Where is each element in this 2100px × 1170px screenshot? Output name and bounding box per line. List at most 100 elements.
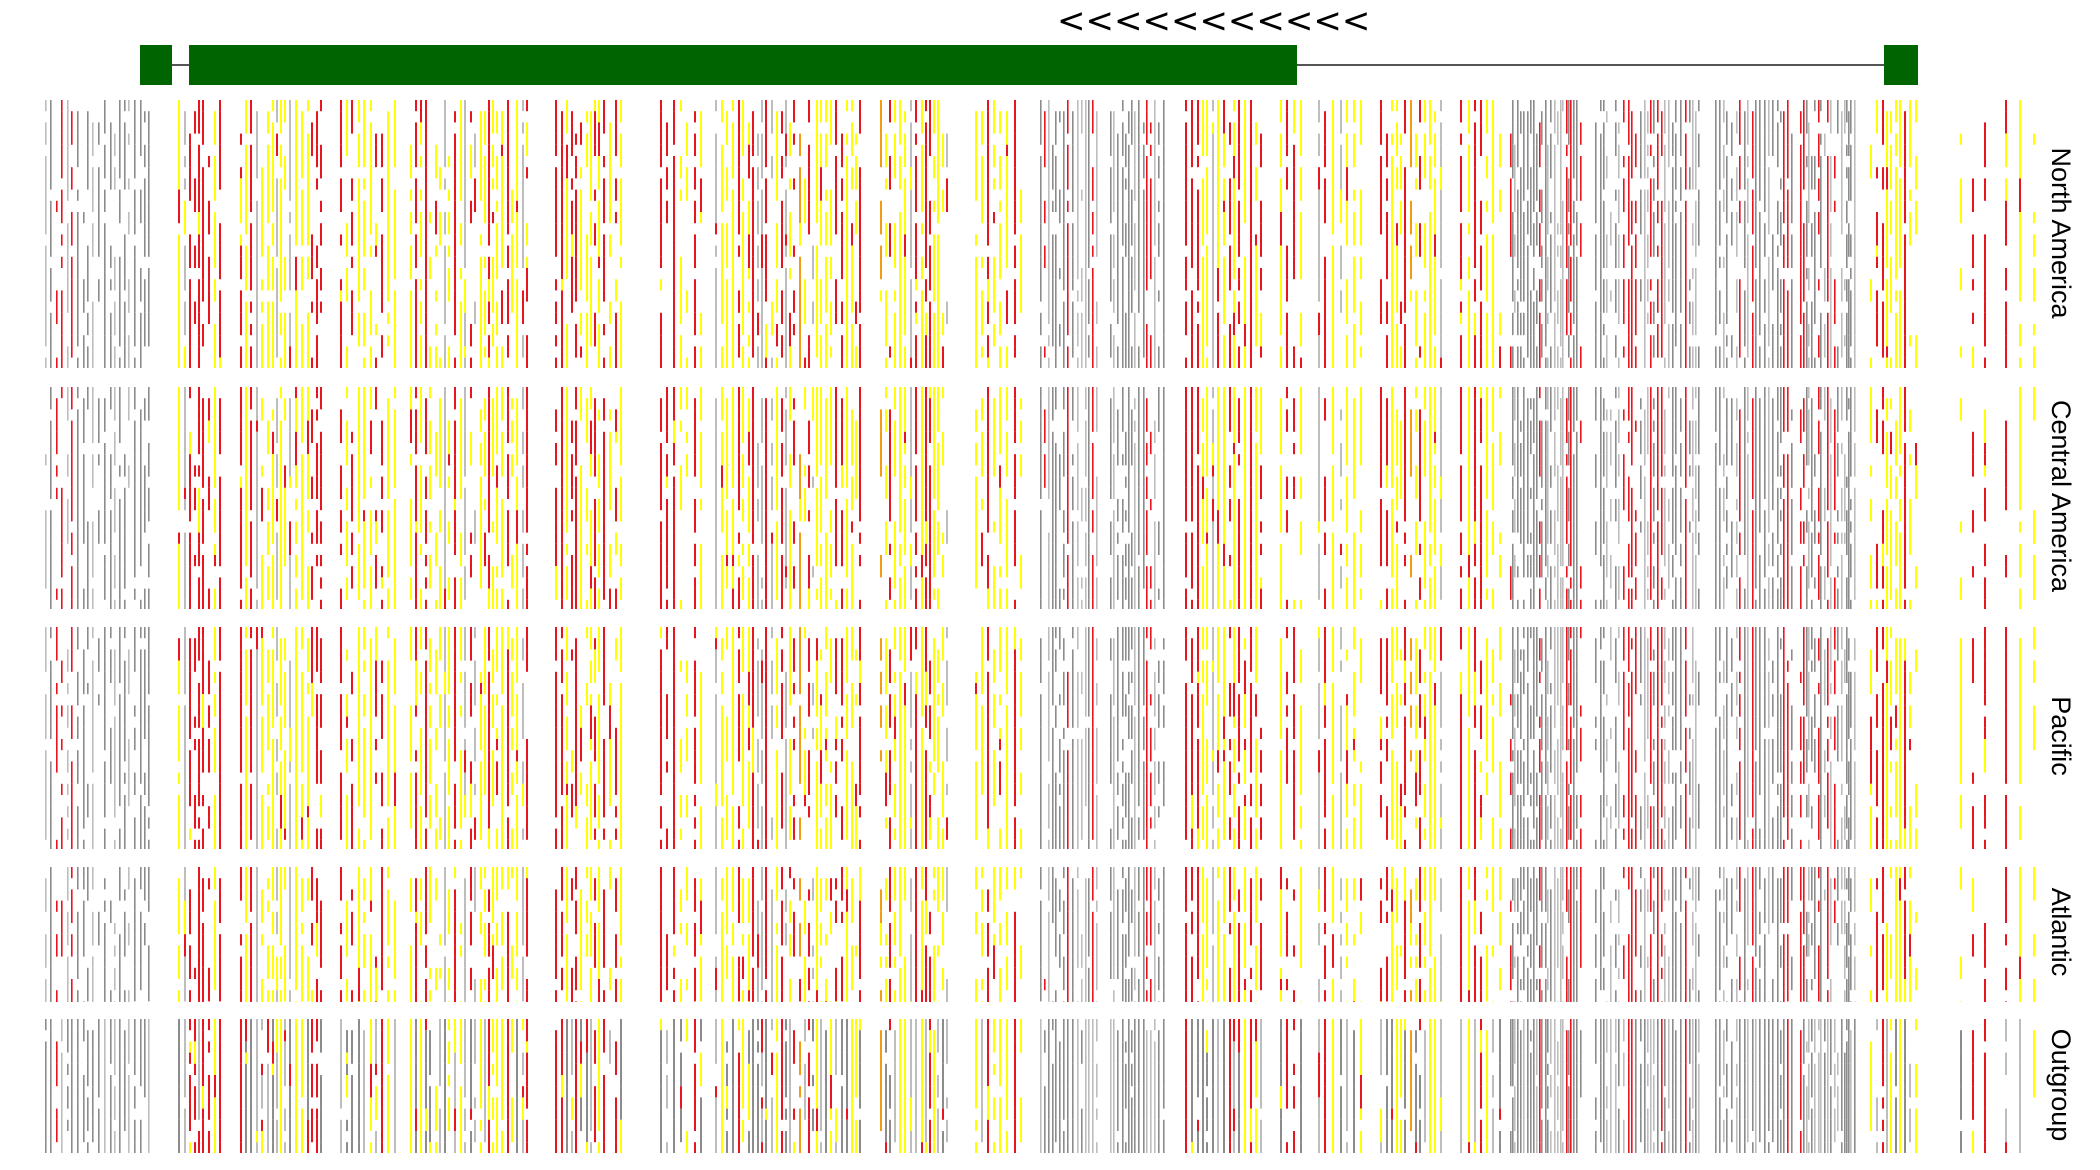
variant-tick [272, 312, 274, 336]
variant-tick [316, 923, 318, 957]
variant-tick [846, 945, 848, 957]
variant-tick [742, 301, 744, 336]
variant-tick [721, 454, 723, 466]
variant-tick [124, 100, 126, 112]
variant-tick [320, 387, 322, 410]
variant-tick [507, 245, 509, 268]
variant-tick [742, 566, 744, 578]
variant-tick [474, 683, 476, 706]
variant-tick [748, 268, 750, 280]
variant-tick [885, 133, 887, 168]
variant-tick [280, 312, 282, 336]
variant-tick [219, 671, 221, 683]
variant-tick [387, 398, 389, 421]
variant-tick [765, 1075, 767, 1109]
variant-tick [144, 178, 146, 190]
variant-tick [488, 178, 490, 212]
variant-tick [454, 357, 456, 368]
variant-tick [289, 967, 291, 979]
variant-tick [429, 1119, 431, 1143]
variant-tick [245, 178, 247, 212]
variant-tick [184, 1041, 186, 1053]
variant-tick [757, 1041, 759, 1053]
variant-tick [50, 1097, 52, 1131]
variant-tick [921, 900, 923, 935]
variant-tick [566, 212, 568, 246]
variant-tick [87, 1041, 89, 1064]
variant-tick [370, 705, 372, 717]
variant-tick [454, 956, 456, 991]
variant-tick [435, 1119, 437, 1131]
variant-tick [915, 1142, 917, 1153]
variant-tick [61, 1019, 63, 1042]
variant-tick [202, 889, 204, 912]
variant-tick [184, 499, 186, 511]
variant-tick [448, 346, 450, 368]
variant-tick [77, 839, 79, 849]
variant-tick [561, 543, 563, 578]
variant-tick [415, 532, 417, 567]
variant-tick [311, 357, 313, 368]
variant-tick [804, 627, 806, 639]
variant-tick [439, 465, 441, 488]
variant-tick [590, 694, 592, 706]
variant-tick [825, 279, 827, 313]
variant-tick [140, 335, 142, 368]
variant-tick [280, 100, 282, 134]
variant-tick [575, 532, 577, 555]
variant-tick [507, 290, 509, 324]
variant-tick [420, 671, 422, 695]
variant-tick [889, 234, 891, 257]
variant-tick [781, 443, 783, 477]
variant-tick [859, 324, 861, 347]
variant-tick [785, 521, 787, 533]
variant-tick [889, 867, 891, 901]
variant-tick [603, 990, 605, 1002]
variant-tick [358, 521, 360, 533]
variant-tick [880, 431, 882, 466]
variant-tick [387, 956, 389, 968]
variant-tick [555, 649, 557, 661]
variant-tick [846, 761, 848, 795]
variant-tick [77, 867, 79, 890]
variant-tick [921, 867, 923, 890]
variant-tick [598, 100, 600, 112]
variant-tick [363, 878, 365, 901]
variant-tick [124, 795, 126, 807]
variant-tick [128, 867, 130, 890]
variant-tick [307, 638, 309, 650]
variant-tick [841, 398, 843, 410]
variant-tick [144, 806, 146, 818]
variant-tick [915, 268, 917, 280]
variant-tick [83, 1131, 85, 1143]
variant-tick [694, 324, 696, 336]
variant-tick [381, 566, 383, 578]
variant-tick [761, 1052, 763, 1087]
variant-tick [198, 499, 200, 533]
variant-tick [799, 727, 801, 762]
variant-tick [738, 1086, 740, 1120]
variant-tick [444, 312, 446, 324]
variant-tick [444, 923, 446, 946]
variant-tick [50, 660, 52, 672]
variant-tick [71, 335, 73, 358]
variant-tick [272, 1142, 274, 1153]
variant-tick [256, 1108, 258, 1131]
variant-tick [846, 133, 848, 145]
variant-tick [694, 346, 696, 368]
variant-tick [929, 100, 931, 123]
variant-tick [92, 1052, 94, 1075]
variant-tick [680, 1001, 682, 1002]
variant-tick [835, 156, 837, 179]
variant-tick [885, 956, 887, 968]
variant-tick [307, 783, 309, 807]
variant-tick [765, 212, 767, 224]
variant-tick [50, 716, 52, 728]
variant-tick [673, 178, 675, 212]
variant-tick [555, 671, 557, 706]
variant-tick [555, 795, 557, 818]
variant-tick [721, 1001, 723, 1002]
variant-tick [280, 1075, 282, 1087]
variant-tick [358, 727, 360, 751]
variant-tick [738, 100, 740, 134]
